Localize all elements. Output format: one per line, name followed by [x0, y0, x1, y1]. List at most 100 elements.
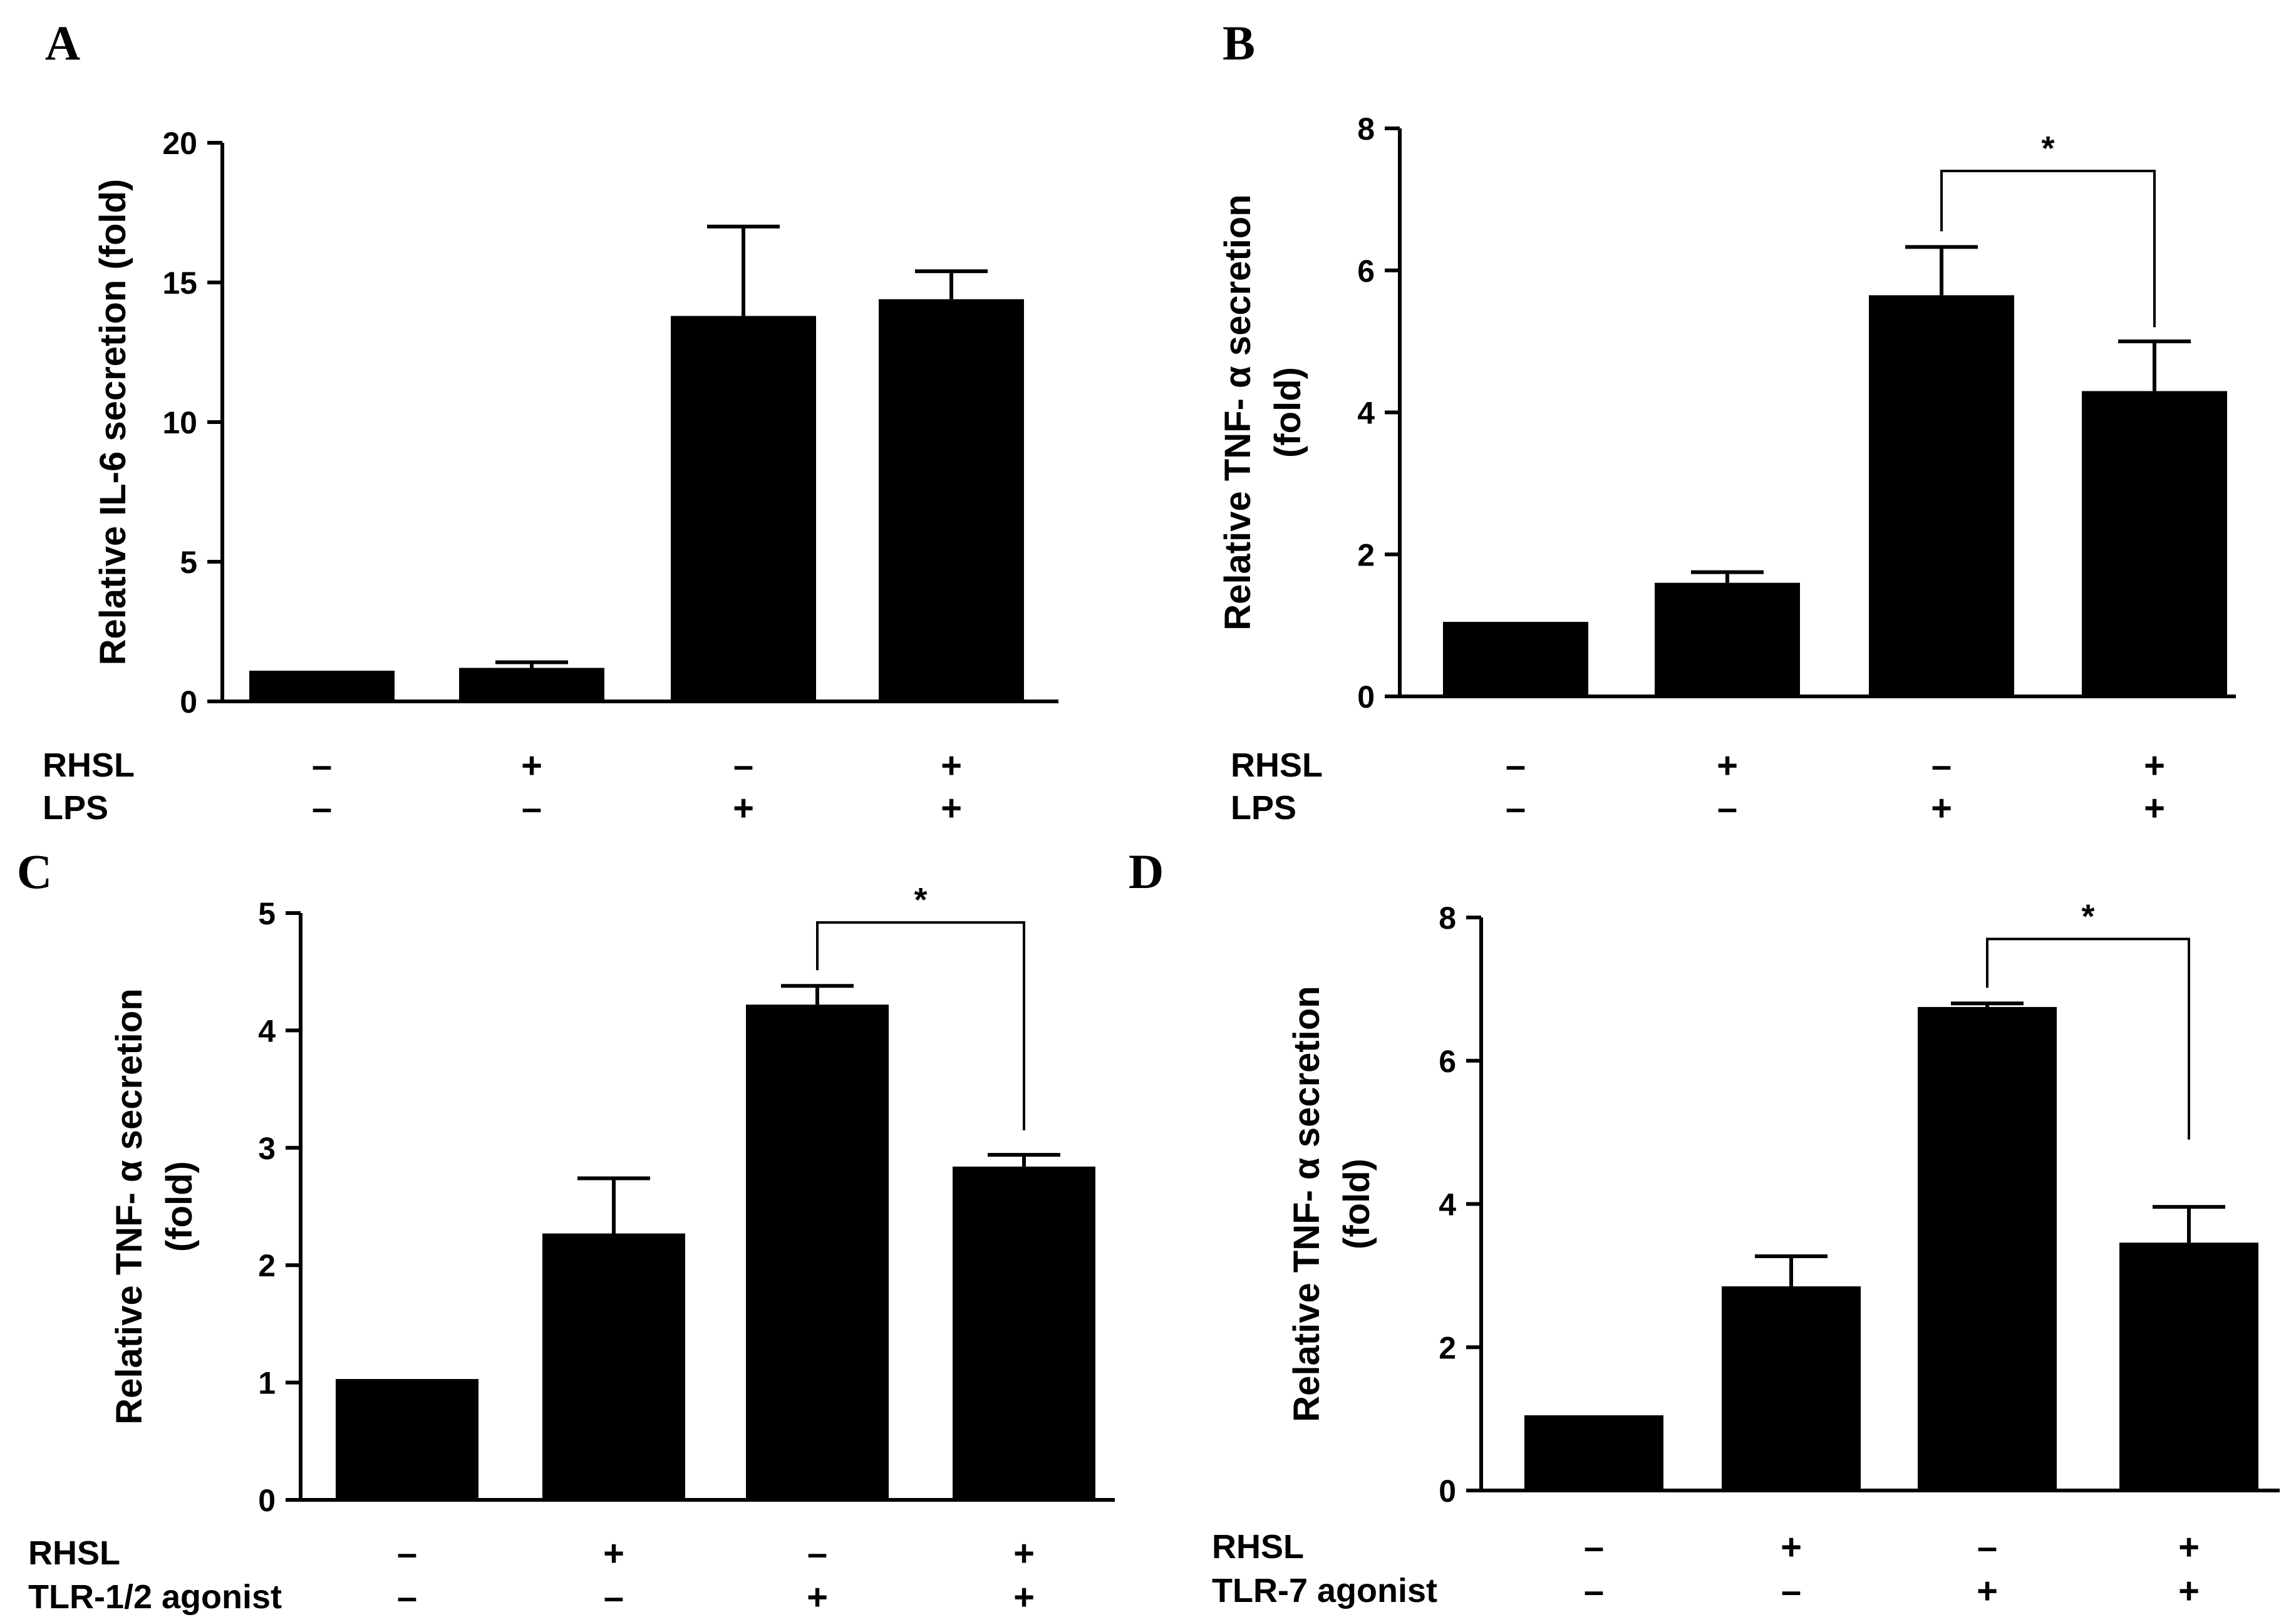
y-axis-label: (fold): [1337, 1159, 1377, 1249]
y-axis-label: Relative TNF- α secretion: [1218, 194, 1258, 630]
factor-level: –: [312, 788, 332, 829]
factor-level: +: [941, 788, 962, 829]
factor-level: +: [1013, 1533, 1035, 1574]
bar: [1918, 1006, 2057, 1490]
factor-level: +: [1977, 1571, 1998, 1611]
y-tick-label: 0: [180, 684, 197, 720]
factor-level: +: [2178, 1527, 2200, 1568]
y-tick-label: 2: [258, 1248, 276, 1283]
factor-level: +: [603, 1533, 624, 1574]
y-tick-label: 6: [1357, 254, 1375, 289]
y-axis-label: (fold): [1268, 367, 1308, 458]
factor-level: +: [2178, 1571, 2200, 1611]
factor-level: +: [807, 1577, 828, 1618]
factor-level: –: [522, 788, 542, 829]
factor-label: RHSL: [43, 746, 135, 784]
panel-c: C 0 1 2 3 4 5 Relative TNF- α secretion (fold) * R…: [17, 844, 1115, 1618]
significance-bracket: [816, 921, 1025, 1130]
bar: [542, 1233, 685, 1500]
bar: [953, 1166, 1095, 1500]
factor-label: RHSL: [28, 1534, 120, 1572]
factor-level: +: [2144, 745, 2165, 786]
factor-level: –: [807, 1533, 827, 1574]
factor-level: +: [521, 745, 542, 786]
factor-level: –: [1584, 1571, 1604, 1611]
factor-label: TLR-1/2 agonist: [28, 1578, 282, 1616]
factor-label: RHSL: [1231, 746, 1323, 784]
factor-label: TLR-7 agonist: [1212, 1572, 1437, 1609]
bar: [2119, 1242, 2258, 1490]
bar: [1443, 621, 1588, 696]
panel-letter: A: [45, 16, 80, 70]
factor-level: +: [1013, 1577, 1035, 1618]
factor-level: –: [312, 745, 332, 786]
y-tick-label: 0: [1357, 679, 1375, 715]
factor-level: +: [1717, 745, 1738, 786]
factor-level: –: [1506, 745, 1526, 786]
panel-b: B 0 2 4 6 8 Relative TNF- α secretion (fold) * RH…: [1218, 16, 2236, 829]
bar: [2082, 391, 2227, 696]
y-tick-label: 20: [162, 126, 197, 161]
y-tick-label: 2: [1439, 1330, 1456, 1365]
factor-level: –: [1931, 745, 1952, 786]
panel-letter: B: [1223, 16, 1255, 70]
bar: [1655, 582, 1800, 696]
panel-d: D 0 2 4 6 8 Relative TNF- α secretion (fold) * RH…: [1129, 844, 2280, 1611]
significance-star: *: [914, 881, 927, 919]
y-tick-label: 0: [1439, 1474, 1456, 1509]
y-tick-label: 8: [1357, 111, 1375, 147]
significance-bracket: [1986, 938, 2190, 1140]
factor-level: +: [2144, 788, 2165, 829]
significance-star: *: [2041, 130, 2054, 167]
factor-level: +: [941, 745, 962, 786]
factor-level: –: [1781, 1571, 1801, 1611]
bar: [1722, 1286, 1861, 1490]
panel-letter: D: [1129, 844, 1164, 899]
y-tick-label: 8: [1439, 901, 1456, 936]
bar: [1524, 1415, 1663, 1490]
bar: [249, 670, 395, 701]
y-tick-label: 0: [258, 1483, 276, 1518]
factor-label: LPS: [1231, 789, 1296, 827]
bar: [671, 316, 816, 701]
factor-level: +: [1931, 788, 1952, 829]
y-axis-label: Relative IL-6 secretion (fold): [93, 179, 133, 666]
y-tick-label: 5: [258, 896, 276, 931]
factor-level: –: [604, 1577, 624, 1618]
factor-level: –: [397, 1577, 417, 1618]
bar: [746, 1005, 889, 1500]
factor-level: –: [1717, 788, 1737, 829]
bar: [459, 668, 604, 701]
y-axis-label: (fold): [159, 1161, 200, 1252]
panel-letter: C: [17, 844, 52, 899]
significance-star: *: [2081, 897, 2094, 935]
factor-level: –: [1977, 1527, 1997, 1568]
factor-level: –: [1584, 1527, 1604, 1568]
factor-level: –: [733, 745, 753, 786]
y-tick-label: 4: [258, 1013, 276, 1048]
panel-a: A 0 5 10 15 20 Relative IL-6 secretion (fold) R…: [43, 16, 1058, 829]
y-tick-label: 6: [1439, 1044, 1456, 1079]
bar: [1869, 295, 2014, 696]
factor-level: +: [733, 788, 754, 829]
significance-bracket: [1940, 170, 2156, 328]
factor-label: RHSL: [1212, 1528, 1304, 1566]
y-axis-label: Relative TNF- α secretion: [109, 988, 150, 1424]
factor-label: LPS: [43, 789, 108, 827]
y-tick-label: 15: [162, 266, 197, 301]
y-tick-label: 4: [1357, 396, 1375, 431]
y-axis-label: Relative TNF- α secretion: [1286, 986, 1327, 1422]
bar: [336, 1378, 478, 1500]
bar: [879, 299, 1024, 701]
y-tick-label: 3: [258, 1131, 276, 1166]
y-tick-label: 10: [162, 405, 197, 440]
y-tick-label: 2: [1357, 537, 1375, 572]
factor-level: +: [1781, 1527, 1802, 1568]
factor-level: –: [1506, 788, 1526, 829]
y-tick-label: 4: [1439, 1187, 1456, 1222]
factor-level: –: [397, 1533, 417, 1574]
y-tick-label: 5: [180, 545, 197, 580]
y-tick-label: 1: [258, 1366, 276, 1401]
